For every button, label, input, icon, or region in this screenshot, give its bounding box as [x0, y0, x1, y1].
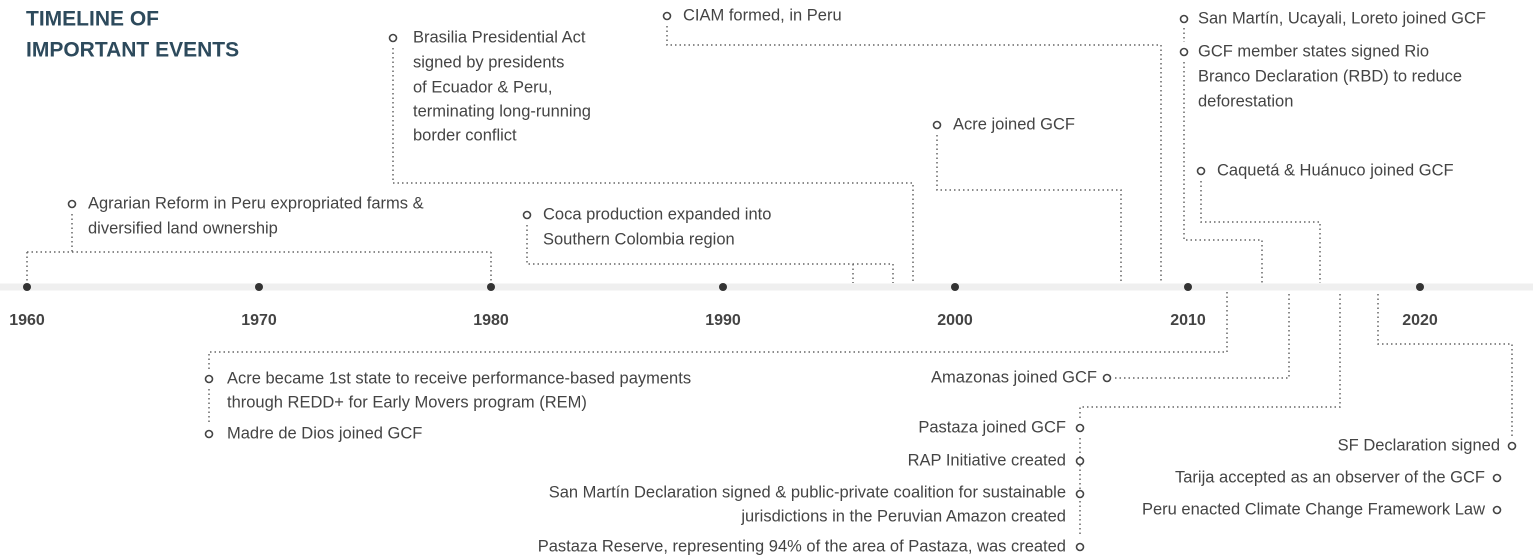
decade-label: 2010 — [1170, 312, 1206, 329]
event-text: diversified land ownership — [88, 219, 278, 237]
decade-label: 1960 — [9, 312, 45, 329]
event-text: SF Declaration signed — [1338, 436, 1500, 454]
event-text: Brasilia Presidential Act — [413, 28, 586, 46]
event-text: Southern Colombia region — [543, 230, 735, 248]
event-text: Acre joined GCF — [953, 115, 1075, 133]
decade-label: 2000 — [937, 312, 973, 329]
event-text: Peru enacted Climate Change Framework La… — [1142, 500, 1485, 518]
event-text: Amazonas joined GCF — [931, 368, 1097, 386]
event-text: of Ecuador & Peru, — [413, 78, 552, 96]
event-text: San Martín, Ucayali, Loreto joined GCF — [1198, 9, 1486, 27]
decade-label: 1990 — [705, 312, 741, 329]
event-text: Coca production expanded into — [543, 205, 771, 223]
decade-label: 1970 — [241, 312, 277, 329]
decade-label: 1980 — [473, 312, 509, 329]
event-text: Acre became 1st state to receive perform… — [227, 369, 691, 387]
event-text: RAP Initiative created — [908, 451, 1066, 469]
event-text: border conflict — [413, 126, 517, 144]
event-text: Tarija accepted as an observer of the GC… — [1175, 468, 1485, 486]
event-text: Pastaza Reserve, representing 94% of the… — [538, 537, 1066, 555]
event-text: GCF member states signed Rio — [1198, 42, 1429, 60]
decade-label: 2020 — [1402, 312, 1438, 329]
event-markers — [67, 11, 1517, 552]
connectors — [26, 26, 1513, 537]
event-text: Agrarian Reform in Peru expropriated far… — [88, 194, 424, 212]
event-text: deforestation — [1198, 92, 1293, 110]
event-text: terminating long-running — [413, 102, 591, 120]
event-text: Madre de Dios joined GCF — [227, 424, 422, 442]
axis-dots — [23, 283, 1424, 291]
event-text: Branco Declaration (RBD) to reduce — [1198, 67, 1462, 85]
event-text: jurisdictions in the Peruvian Amazon cre… — [740, 507, 1066, 525]
event-text: signed by presidents — [413, 53, 564, 71]
event-text: San Martín Declaration signed & public-p… — [549, 483, 1066, 501]
event-text: Caquetá & Huánuco joined GCF — [1217, 161, 1454, 179]
event-text: through REDD+ for Early Movers program (… — [227, 393, 587, 411]
title: IMPORTANT EVENTS — [26, 39, 239, 62]
event-text: Pastaza joined GCF — [918, 418, 1066, 436]
event-text: CIAM formed, in Peru — [683, 6, 842, 24]
title: TIMELINE OF — [26, 8, 159, 31]
